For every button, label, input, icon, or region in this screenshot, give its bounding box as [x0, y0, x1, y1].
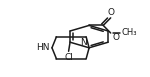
Text: Cl: Cl [64, 53, 73, 62]
Text: HN: HN [36, 43, 50, 52]
Text: O: O [108, 8, 115, 17]
Text: O: O [112, 33, 119, 42]
Text: N: N [81, 38, 87, 47]
Text: CH₃: CH₃ [121, 28, 136, 37]
